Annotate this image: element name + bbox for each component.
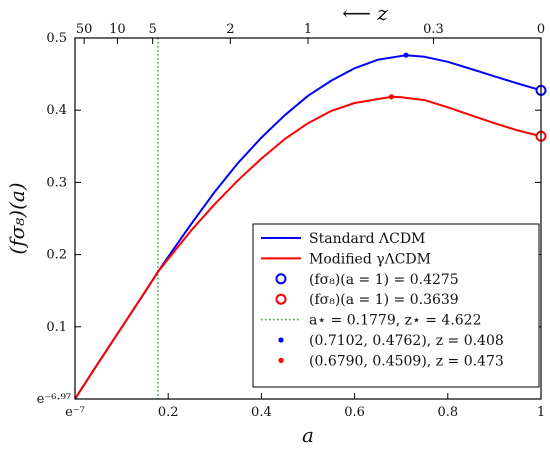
legend-swatch-dot — [278, 357, 284, 363]
legend-swatch-circle — [275, 293, 287, 305]
x-tick-label: 0.8 — [437, 405, 458, 420]
legend-swatch-dot — [278, 337, 284, 343]
legend-entry-label: Standard ΛCDM — [309, 231, 425, 247]
x-tick-label: 0.6 — [344, 405, 365, 420]
legend-entry-label: Modified γΛCDM — [309, 251, 431, 267]
top-tick-label: 0.3 — [423, 22, 444, 37]
y-tick-label: 0.2 — [46, 248, 67, 263]
peak-marker-1 — [403, 52, 409, 58]
y-origin-label: e⁻⁶·⁹⁷ — [37, 392, 71, 407]
legend: Standard ΛCDM Modified γΛCDM (fσ₈)(a = 1) … — [252, 223, 540, 388]
legend-entry-label: a⋆ = 0.1779, z⋆ = 4.622 — [309, 313, 481, 329]
peak-marker-2 — [388, 94, 395, 100]
series-layer — [74, 38, 547, 399]
y-tick-label: 0.3 — [46, 175, 67, 190]
y-tick-label: 0.1 — [46, 320, 67, 335]
top-tick-label: 10 — [109, 22, 126, 37]
top-tick-label: 50 — [76, 22, 93, 37]
x-axis-title: a — [302, 423, 314, 447]
top-tick-label: 2 — [226, 22, 234, 37]
top-tick-label: 1 — [304, 22, 312, 37]
y-axis-title: (fσ₈)(a) — [5, 182, 29, 254]
legend-entry-label: (fσ₈)(a = 1) = 0.4275 — [309, 272, 459, 288]
top-axis-title: ⟵ z — [342, 1, 388, 25]
series-line-2 — [74, 95, 542, 399]
top-tick-label: 0 — [537, 22, 545, 37]
x-tick-label: 0.4 — [251, 405, 272, 420]
y-tick-label: 0.5 — [46, 31, 67, 46]
x-tick-label: 0.2 — [158, 405, 179, 420]
legend-swatch-circle — [275, 273, 287, 285]
x-origin-label: e⁻⁷ — [65, 405, 85, 420]
legend-entry-label: (0.6790, 0.4509), z = 0.473 — [309, 353, 504, 369]
x-tick-label: 1 — [537, 405, 545, 420]
y-tick-label: 0.4 — [46, 103, 67, 118]
top-tick-label: 5 — [149, 22, 157, 37]
legend-entry-label: (0.7102, 0.4762), z = 0.408 — [309, 333, 504, 349]
legend-entry-label: (fσ₈)(a = 1) = 0.3639 — [309, 292, 459, 308]
legend-box — [252, 223, 540, 388]
